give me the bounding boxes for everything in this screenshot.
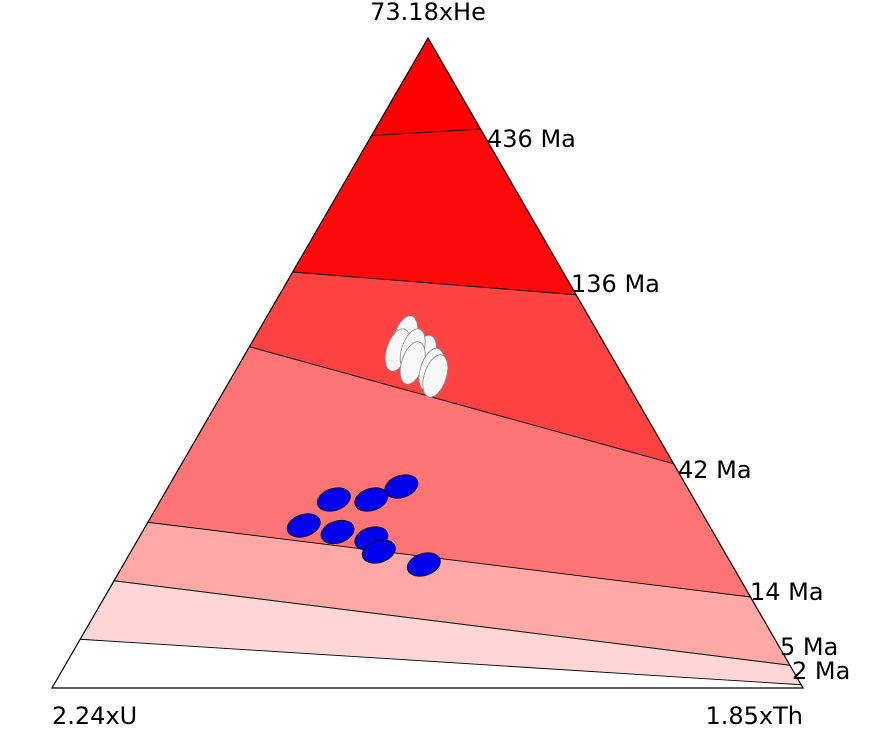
contour-labels: 2 Ma5 Ma 14 Ma 42 Ma 136 Ma 436 Ma: [487, 125, 850, 685]
apex-label-u: 2.24xU: [52, 702, 137, 730]
apex-label-he: 73.18xHe: [370, 0, 486, 26]
data-point: [422, 354, 449, 398]
point-series: [286, 474, 441, 577]
data-point: [316, 487, 351, 512]
age-contour-line: [80, 638, 802, 686]
data-point: [361, 539, 396, 564]
point-series: [384, 315, 449, 398]
data-point: [406, 552, 441, 577]
data-point: [286, 513, 321, 538]
data-points: [286, 315, 449, 577]
age-band: [292, 129, 577, 295]
age-band: [249, 272, 674, 464]
age-contour-line: [249, 346, 674, 465]
contour-label: 2 Ma: [792, 657, 850, 685]
age-band: [114, 522, 790, 666]
age-contour-line: [292, 271, 577, 296]
data-point: [320, 519, 355, 545]
age-band: [80, 580, 802, 685]
data-point: [384, 474, 419, 499]
age-contour-lines: [80, 128, 802, 686]
age-contour-line: [371, 128, 481, 136]
contour-label: 14 Ma: [750, 578, 824, 606]
contour-label: 42 Ma: [678, 456, 752, 484]
triangle-outline: [50, 36, 805, 689]
age-band: [52, 639, 803, 688]
apex-label-th: 1.85xTh: [705, 702, 803, 730]
age-contour-line: [113, 580, 790, 666]
age-band: [371, 38, 481, 136]
contour-label: 5 Ma: [780, 633, 838, 661]
contour-label: 436 Ma: [487, 125, 576, 153]
age-contour-line: [147, 521, 751, 598]
contour-label: 136 Ma: [571, 270, 660, 298]
